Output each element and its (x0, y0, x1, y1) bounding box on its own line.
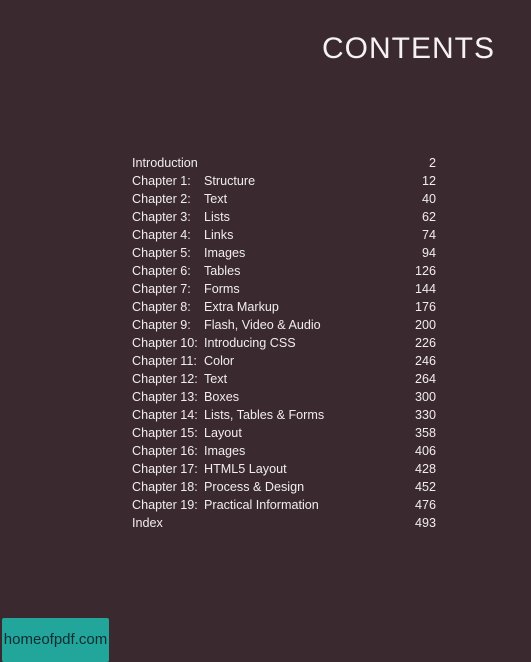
toc-row[interactable]: Chapter 2: Text 40 (132, 190, 436, 208)
chapter-number: Chapter 16: (132, 444, 198, 458)
chapter-title: Process & Design (204, 480, 305, 494)
page-title: CONTENTS (322, 32, 495, 65)
chapter-number: Chapter 15: (132, 426, 198, 440)
chapter-title: Images (204, 444, 246, 458)
chapter-number: Chapter 9: (132, 318, 191, 332)
chapter-number: Chapter 5: (132, 246, 191, 260)
chapter-number: Chapter 6: (132, 264, 191, 278)
page-number: 406 (414, 444, 436, 458)
toc-row[interactable]: Chapter 10: Introducing CSS 226 (132, 334, 436, 352)
page-number: 62 (421, 210, 436, 224)
toc-row[interactable]: Chapter 5: Images 94 (132, 244, 436, 262)
chapter-title: Flash, Video & Audio (204, 318, 321, 332)
chapter-number: Chapter 14: (132, 408, 198, 422)
toc-row[interactable]: Chapter 7: Forms 144 (132, 280, 436, 298)
page-number: 330 (414, 408, 436, 422)
chapter-title: Structure (204, 174, 256, 188)
toc-row[interactable]: Chapter 9: Flash, Video & Audio 200 (132, 316, 436, 334)
toc-row[interactable]: Chapter 15: Layout 358 (132, 424, 436, 442)
page-number: 94 (421, 246, 436, 260)
page-number: 428 (414, 462, 436, 476)
page-number: 40 (421, 192, 436, 206)
page-number: 176 (414, 300, 436, 314)
page-number: 2 (428, 156, 436, 170)
chapter-number: Chapter 8: (132, 300, 191, 314)
toc-row[interactable]: Chapter 12: Text 264 (132, 370, 436, 388)
table-of-contents: Introduction 2 Chapter 1: Structure 12 C… (132, 154, 436, 532)
chapter-title: Forms (204, 282, 240, 296)
chapter-number: Chapter 4: (132, 228, 191, 242)
page-number: 246 (414, 354, 436, 368)
toc-row[interactable]: Chapter 13: Boxes 300 (132, 388, 436, 406)
chapter-title: Introducing CSS (204, 336, 296, 350)
page-number: 126 (414, 264, 436, 278)
chapter-number: Index (132, 516, 163, 530)
chapter-title: Tables (204, 264, 241, 278)
toc-row[interactable]: Chapter 16: Images 406 (132, 442, 436, 460)
page-number: 476 (414, 498, 436, 512)
toc-row[interactable]: Chapter 3: Lists 62 (132, 208, 436, 226)
page-number: 74 (421, 228, 436, 242)
page-number: 12 (421, 174, 436, 188)
chapter-title: Links (204, 228, 234, 242)
chapter-title: Images (204, 246, 246, 260)
chapter-title: Boxes (204, 390, 240, 404)
page-number: 358 (414, 426, 436, 440)
page-number: 452 (414, 480, 436, 494)
watermark-logo: homeofpdf.com (2, 618, 109, 662)
chapter-number: Chapter 11: (132, 354, 197, 368)
chapter-number: Chapter 10: (132, 336, 198, 350)
page-number: 493 (414, 516, 436, 530)
chapter-title (204, 154, 376, 172)
chapter-number: Chapter 12: (132, 372, 198, 386)
toc-row[interactable]: Chapter 18: Process & Design 452 (132, 478, 436, 496)
toc-row[interactable]: Introduction 2 (132, 154, 436, 172)
page-number: 200 (414, 318, 436, 332)
chapter-number: Chapter 13: (132, 390, 198, 404)
chapter-number: Chapter 3: (132, 210, 191, 224)
toc-row[interactable]: Chapter 4: Links 74 (132, 226, 436, 244)
chapter-number: Chapter 1: (132, 174, 191, 188)
chapter-title: Text (204, 192, 228, 206)
page-number: 226 (414, 336, 436, 350)
chapter-title: HTML5 Layout (204, 462, 287, 476)
chapter-title: Lists (204, 210, 230, 224)
chapter-number: Chapter 7: (132, 282, 191, 296)
chapter-number: Introduction (132, 156, 198, 170)
chapter-number: Chapter 2: (132, 192, 191, 206)
page-number: 144 (414, 282, 436, 296)
chapter-number: Chapter 18: (132, 480, 198, 494)
toc-row[interactable]: Chapter 8: Extra Markup 176 (132, 298, 436, 316)
chapter-title (204, 514, 376, 532)
toc-row[interactable]: Chapter 14: Lists, Tables & Forms 330 (132, 406, 436, 424)
page-number: 300 (414, 390, 436, 404)
toc-row[interactable]: Chapter 17: HTML5 Layout 428 (132, 460, 436, 478)
toc-row[interactable]: Index 493 (132, 514, 436, 532)
chapter-title: Extra Markup (204, 300, 279, 314)
toc-row[interactable]: Chapter 19: Practical Information 476 (132, 496, 436, 514)
chapter-title: Practical Information (204, 498, 319, 512)
chapter-title: Text (204, 372, 228, 386)
page-number: 264 (414, 372, 436, 386)
chapter-number: Chapter 19: (132, 498, 198, 512)
chapter-title: Layout (204, 426, 242, 440)
chapter-title: Color (204, 354, 235, 368)
toc-row[interactable]: Chapter 11: Color 246 (132, 352, 436, 370)
toc-row[interactable]: Chapter 1: Structure 12 (132, 172, 436, 190)
chapter-title: Lists, Tables & Forms (204, 408, 325, 422)
chapter-number: Chapter 17: (132, 462, 198, 476)
toc-row[interactable]: Chapter 6: Tables 126 (132, 262, 436, 280)
